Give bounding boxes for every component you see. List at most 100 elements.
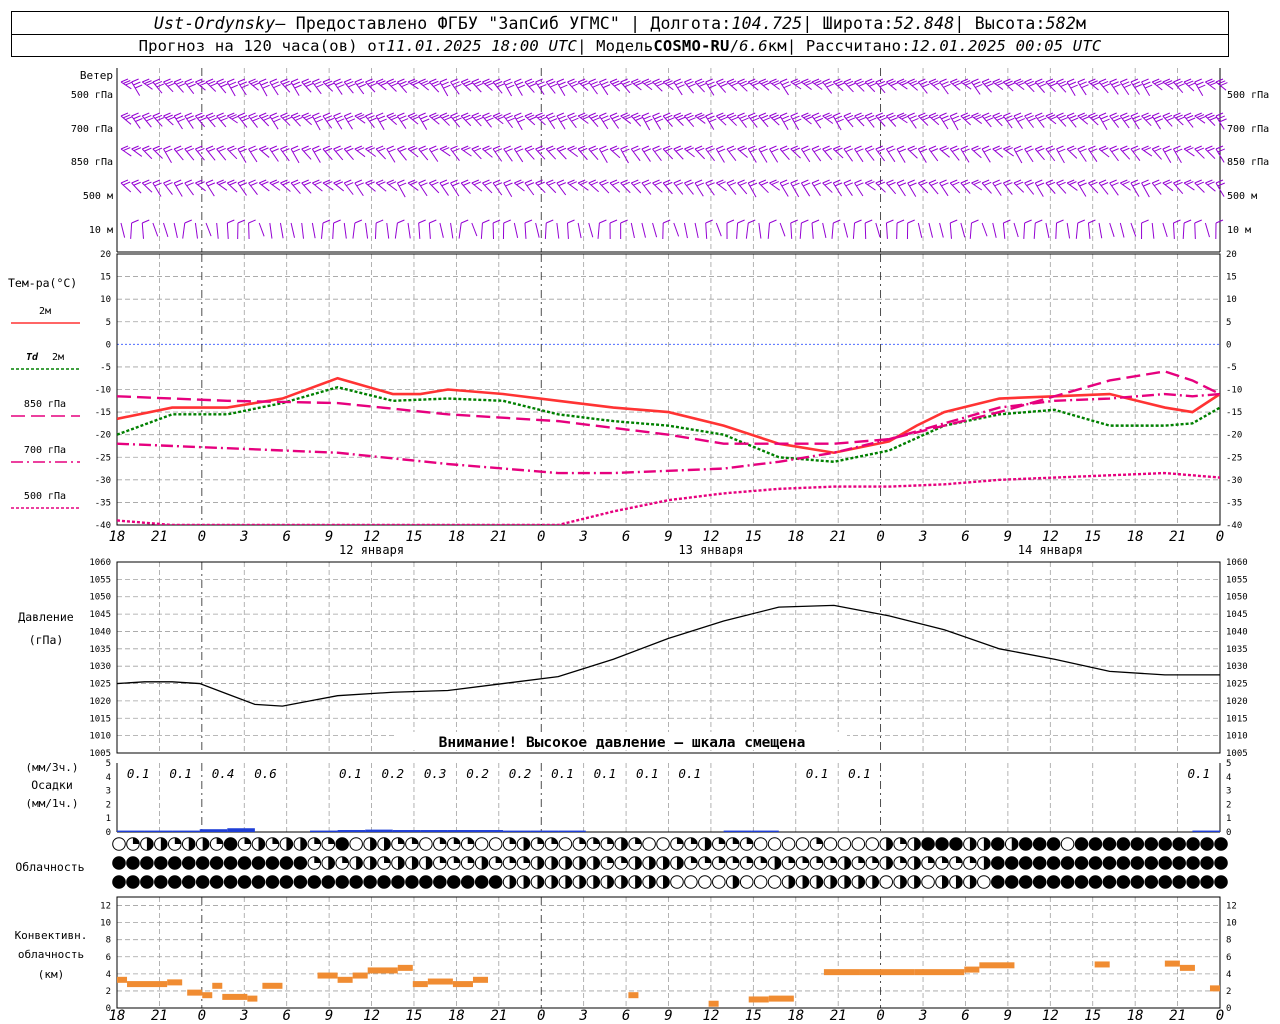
wind-barb-flag — [758, 112, 767, 117]
wind-barb-staff — [1162, 182, 1174, 192]
hour-tick-label: 12 — [702, 1008, 719, 1024]
wind-barb-staff — [312, 182, 323, 192]
wind-barb-flag — [654, 80, 662, 85]
wind-barb — [1013, 179, 1025, 193]
cloud-circle — [823, 837, 838, 851]
wind-barb-flag — [494, 148, 503, 153]
wind-barb-flag — [131, 219, 139, 224]
wind-barb-flag — [707, 148, 715, 153]
wind-barb-flag — [452, 115, 460, 119]
wind-barb-flag — [450, 145, 458, 150]
wind-barb — [556, 222, 560, 239]
wind-barb — [971, 145, 982, 159]
wind-barb-flag — [152, 145, 161, 150]
wind-barb-staff — [450, 115, 461, 128]
wind-barb-flag — [205, 179, 214, 184]
cloud-full — [1214, 837, 1228, 851]
wind-barb-flag — [1188, 82, 1196, 87]
wind-barb-flag — [325, 181, 333, 186]
wind-barb-flag — [280, 112, 288, 117]
wind-barb-flag — [1164, 181, 1173, 186]
wind-barb-flag — [1039, 83, 1047, 88]
wind-barb-flag — [886, 112, 894, 117]
wind-barb-flag — [1090, 181, 1098, 186]
wind-barb-flag — [452, 81, 460, 86]
cloud-marker — [614, 837, 628, 851]
wind-barb-flag — [790, 219, 798, 224]
wind-barb — [450, 145, 460, 161]
wind-barb-flag — [792, 80, 801, 84]
wind-barb-flag — [833, 145, 841, 150]
wind-barb-staff — [226, 148, 238, 160]
wind-barb-flag — [718, 181, 726, 186]
wind-barb — [843, 78, 856, 93]
wind-barb-flag — [613, 118, 622, 122]
wind-barb-flag — [790, 78, 798, 83]
wind-barb-flag — [1066, 112, 1075, 117]
wind-barb-flag — [569, 147, 577, 152]
wind-barb-flag — [1215, 112, 1224, 117]
cloud-marker — [1088, 856, 1103, 870]
cloud-half — [635, 875, 642, 889]
conv-bar — [628, 992, 639, 999]
wind-barb-staff — [1182, 222, 1185, 239]
wind-barb-flag — [473, 80, 482, 85]
cloud-marker — [1186, 837, 1200, 851]
wind-barb-flag — [1185, 115, 1194, 119]
wind-barb-flag — [890, 82, 899, 87]
wind-barb-flag — [1079, 148, 1087, 153]
wind-barb — [864, 219, 873, 239]
wind-barb-staff — [1151, 222, 1155, 239]
wind-barb-flag — [378, 147, 386, 152]
precip-unit-3h: (мм/3ч.) — [26, 761, 79, 774]
cloud-quarter — [760, 856, 767, 863]
wind-barb-flag — [505, 81, 513, 86]
cloud-quarter — [467, 837, 475, 844]
wind-barb — [279, 222, 284, 239]
wind-barb-flag — [484, 147, 492, 152]
wind-barb-flag — [662, 179, 671, 184]
cloud-half — [969, 875, 977, 889]
wind-barb-staff — [471, 148, 482, 160]
cloud-full — [1172, 875, 1186, 889]
wind-barb-flag — [1102, 83, 1111, 88]
wind-barb — [258, 112, 271, 127]
wind-barb-staff — [1120, 182, 1131, 191]
y-tick-label-left: 1010 — [89, 732, 111, 742]
wind-barb-staff — [258, 222, 265, 237]
wind-level-right: 850 гПа — [1227, 157, 1269, 168]
wind-barb-flag — [1045, 179, 1054, 184]
wind-barb-flag — [369, 117, 377, 122]
wind-barb — [726, 78, 739, 92]
wind-barb-staff — [343, 115, 353, 130]
wind-barb — [928, 112, 941, 126]
cloud-half — [481, 856, 488, 870]
wind-barb-flag — [599, 78, 607, 83]
wind-barb — [312, 179, 323, 192]
wind-barb-flag — [1122, 147, 1130, 152]
cloud-marker — [1018, 875, 1033, 889]
cloud-full — [1005, 875, 1019, 889]
cloud-half — [425, 856, 433, 870]
wind-barb — [1066, 145, 1078, 159]
wind-barb-flag — [609, 78, 618, 83]
wind-barb — [588, 112, 601, 128]
wind-barb-flag — [123, 114, 131, 119]
resolution-unit: км — [767, 36, 787, 55]
wind-barb-staff — [120, 182, 132, 193]
wind-barb — [673, 145, 684, 160]
wind-barb-flag — [195, 179, 203, 184]
wind-barb-flag — [1026, 115, 1034, 120]
wind-barb-flag — [239, 182, 248, 187]
wind-barb-flag — [1070, 117, 1079, 122]
wind-barb-flag — [546, 219, 554, 224]
wind-barb-staff — [567, 222, 569, 239]
conv-bar — [202, 992, 213, 999]
wind-barb — [694, 222, 699, 239]
cloud-marker — [209, 856, 224, 870]
conv-bar — [352, 972, 368, 979]
wind-barb — [1077, 179, 1087, 197]
wind-barb-staff — [226, 182, 238, 193]
cloud-full — [1061, 856, 1074, 870]
cloud-marker — [1144, 875, 1159, 889]
